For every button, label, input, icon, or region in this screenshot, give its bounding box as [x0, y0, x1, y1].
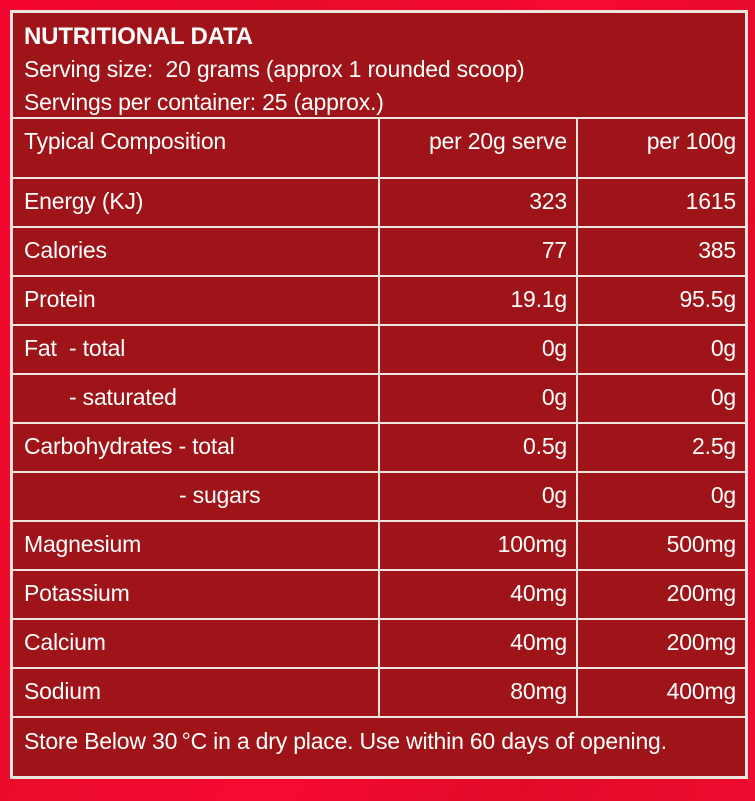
per-serve-value: 19.1g [380, 277, 576, 324]
per-100g-value: 200mg [578, 620, 745, 667]
column-header-typical-composition: Typical Composition [13, 119, 378, 177]
per-100g-value: 200mg [578, 571, 745, 618]
row-label: Calories [13, 228, 378, 275]
row-label: Magnesium [13, 522, 378, 569]
per-100g-value: 0g [578, 375, 745, 422]
per-serve-value: 40mg [380, 620, 576, 667]
per-100g-value: 2.5g [578, 424, 745, 471]
per-serve-value: 0g [380, 375, 576, 422]
per-100g-value: 1615 [578, 179, 745, 226]
per-100g-value: 0g [578, 326, 745, 373]
per-serve-value: 80mg [380, 669, 576, 716]
row-label: Potassium [13, 571, 378, 618]
storage-note: Store Below 30 °C in a dry place. Use wi… [13, 718, 745, 776]
row-label: Fat - total [13, 326, 378, 373]
per-100g-value: 385 [578, 228, 745, 275]
column-header-per-20g-serve: per 20g serve [380, 119, 576, 177]
row-label: - sugars [13, 473, 378, 520]
row-label: Calcium [13, 620, 378, 667]
row-label: Carbohydrates - total [13, 424, 378, 471]
per-100g-value: 400mg [578, 669, 745, 716]
per-serve-value: 0g [380, 473, 576, 520]
row-label: Sodium [13, 669, 378, 716]
per-serve-value: 0g [380, 326, 576, 373]
page-title: NUTRITIONAL DATA [24, 23, 253, 50]
per-100g-value: 0g [578, 473, 745, 520]
per-serve-value: 100mg [380, 522, 576, 569]
per-serve-value: 77 [380, 228, 576, 275]
per-100g-value: 500mg [578, 522, 745, 569]
title-block: NUTRITIONAL DATA Serving size: 20 grams … [13, 13, 745, 117]
per-serve-value: 323 [380, 179, 576, 226]
per-100g-value: 95.5g [578, 277, 745, 324]
per-serve-value: 0.5g [380, 424, 576, 471]
row-label: Energy (KJ) [13, 179, 378, 226]
row-label: Protein [13, 277, 378, 324]
row-label: - saturated [13, 375, 378, 422]
per-serve-value: 40mg [380, 571, 576, 618]
nutrition-label-panel: NUTRITIONAL DATA Serving size: 20 grams … [10, 10, 748, 779]
column-header-per-100g: per 100g [578, 119, 745, 177]
servings-per-container-line: Servings per container: 25 (approx.) [24, 89, 384, 115]
serving-size-line: Serving size: 20 grams (approx 1 rounded… [24, 56, 525, 82]
